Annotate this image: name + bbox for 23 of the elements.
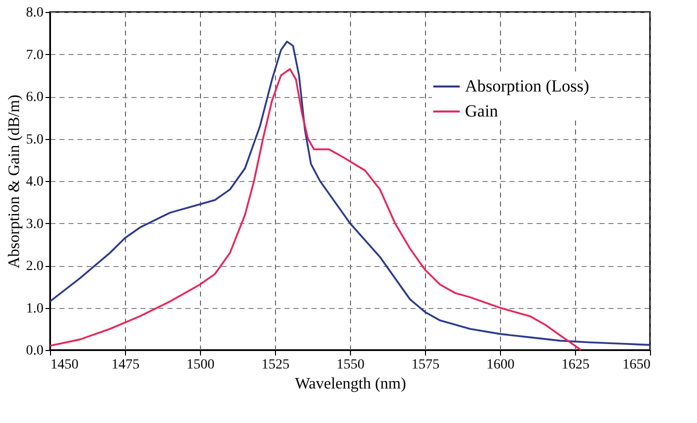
y-tick-label: 4.0	[26, 174, 44, 190]
y-tick-label: 3.0	[26, 216, 44, 232]
y-tick-label: 6.0	[26, 90, 44, 105]
y-tick-label: 1.0	[26, 301, 44, 316]
y-axis-title: Absorption & Gain (dB/m)	[6, 94, 23, 268]
y-tick-label: 7.0	[26, 48, 44, 63]
y-tick-label: 0.0	[26, 344, 44, 358]
y-tick-label: 5.0	[26, 132, 44, 148]
legend-label: Gain	[465, 102, 499, 120]
x-tick-label: 1650	[622, 358, 650, 372]
x-tick-label: 1525	[262, 358, 290, 372]
x-tick-label: 1600	[486, 358, 514, 372]
x-tick-label: 1450	[50, 358, 78, 372]
x-axis-title: Wavelength (nm)	[294, 376, 406, 392]
x-tick-label: 1625	[562, 358, 590, 372]
y-tick-label: 2.0	[26, 259, 44, 274]
x-tick-label: 1475	[112, 358, 140, 372]
y-tick-label: 8.0	[26, 6, 44, 20]
legend-label: Absorption (Loss)	[465, 76, 590, 96]
x-tick-label: 1575	[412, 358, 440, 372]
line-series	[49, 40, 651, 346]
x-tick-label: 1550	[336, 358, 364, 372]
x-tick-label: 1500	[186, 358, 214, 372]
